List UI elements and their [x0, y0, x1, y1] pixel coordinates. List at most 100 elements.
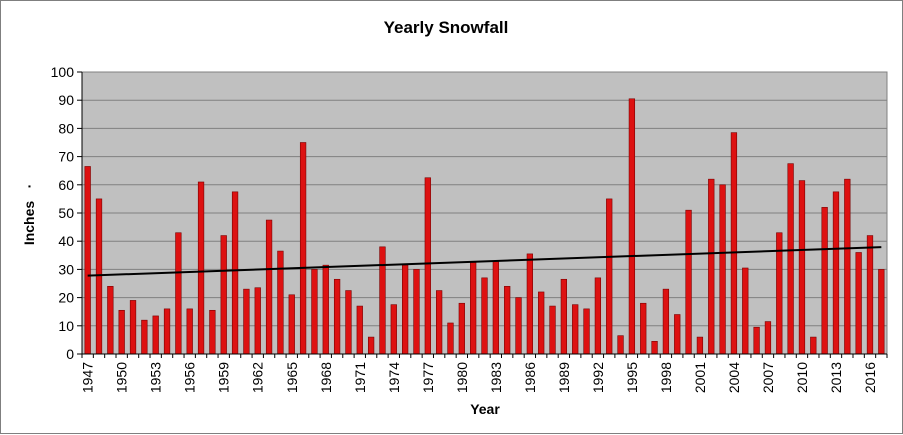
bar-1989: [560, 278, 568, 355]
bar-1997: [651, 341, 658, 355]
bar-2006: [753, 326, 760, 355]
x-tick-label-1983: 1983: [488, 362, 504, 393]
bar-2005: [742, 267, 749, 355]
x-tick-label-1950: 1950: [114, 362, 130, 393]
x-tick-label-1989: 1989: [556, 362, 572, 393]
bar-1979: [447, 322, 454, 355]
bar-1978: [436, 290, 443, 355]
bar-2012: [821, 207, 828, 355]
bar-1980: [458, 302, 465, 355]
bar-1963: [265, 219, 273, 355]
bar-2011: [810, 336, 817, 355]
bar-2014: [844, 178, 851, 355]
plot-area: 0 10 20 30 40 50 60 70 80 90 100 1947 1950 1953 1956 19…: [51, 64, 888, 393]
x-tick-label-1977: 1977: [420, 362, 436, 393]
bar-1983: [492, 260, 499, 355]
bar-2002: [708, 178, 715, 355]
y-tick-label: 30: [58, 261, 74, 277]
bar-1988: [549, 305, 556, 355]
bar-1998: [662, 288, 670, 355]
bar-1967: [311, 269, 318, 355]
bar-1995: [628, 98, 636, 355]
x-tick-label-1998: 1998: [658, 362, 674, 393]
bar-1951: [129, 300, 137, 355]
bar-1947: [84, 166, 91, 355]
bar-2009: [787, 163, 794, 355]
x-tick-label-2007: 2007: [760, 362, 776, 393]
bar-1977: [424, 177, 431, 355]
bar-2015: [855, 252, 862, 355]
x-tick-label-1980: 1980: [454, 362, 470, 393]
bar-1956: [186, 308, 193, 355]
bar-1992: [594, 277, 602, 355]
bar-1994: [617, 335, 624, 355]
x-tick-label-2010: 2010: [794, 362, 810, 393]
x-tick-label-1965: 1965: [284, 362, 300, 393]
bar-1966: [299, 142, 307, 355]
bar-1954: [163, 308, 171, 355]
bar-1976: [413, 269, 420, 355]
bar-2010: [798, 180, 806, 355]
bar-2017: [878, 269, 885, 355]
bar-1968: [322, 264, 329, 355]
bar-1975: [401, 264, 409, 355]
y-tick-label: 0: [66, 346, 74, 362]
bar-1990: [572, 304, 579, 355]
y-tick-label: 40: [58, 233, 74, 249]
x-tick-label-2016: 2016: [862, 362, 878, 393]
bar-1981: [470, 262, 477, 355]
bar-2013: [832, 191, 840, 355]
bar-2001: [696, 336, 704, 355]
bar-1961: [243, 288, 250, 355]
y-tick-label: 70: [58, 149, 74, 165]
y-tick-label: 90: [58, 92, 74, 108]
x-axis-title: Year: [470, 401, 500, 417]
bar-1970: [345, 290, 352, 355]
bar-1969: [333, 278, 341, 355]
x-tick-label-1962: 1962: [250, 362, 266, 393]
bar-1985: [515, 297, 522, 355]
bar-2004: [730, 132, 738, 355]
bar-2007: [764, 321, 772, 355]
bar-1993: [606, 198, 613, 355]
bar-1957: [197, 181, 205, 355]
bar-2000: [685, 209, 692, 355]
bar-1996: [640, 302, 647, 355]
bar-1986: [526, 253, 533, 355]
bar-1948: [95, 198, 103, 355]
chart-title: Yearly Snowfall: [384, 18, 509, 37]
bar-1955: [175, 232, 182, 355]
x-tick-label-1971: 1971: [352, 362, 368, 393]
bar-1971: [356, 305, 363, 355]
y-tick-label: 100: [51, 64, 75, 80]
bar-1987: [538, 291, 545, 355]
y-axis-title: Inches: [21, 201, 37, 246]
trend-line: [87, 246, 882, 277]
x-tick-label-1956: 1956: [182, 362, 198, 393]
y-tick-label: 10: [58, 318, 74, 334]
bar-1999: [674, 314, 681, 355]
x-tick-label-1968: 1968: [318, 362, 334, 393]
bar-1962: [254, 287, 261, 355]
bar-1982: [481, 277, 488, 355]
y-tick-label: 60: [58, 177, 74, 193]
bar-1965: [288, 294, 295, 355]
bar-2003: [719, 184, 726, 355]
bar-2016: [866, 235, 874, 355]
bar-1973: [379, 246, 386, 355]
bar-1984: [504, 286, 511, 355]
x-tick-label-2004: 2004: [726, 362, 742, 393]
bar-1953: [152, 315, 159, 355]
bar-1964: [277, 250, 284, 355]
y-tick-label: 20: [58, 290, 74, 306]
x-tick-label-2013: 2013: [828, 362, 844, 393]
y-tick-label: 80: [58, 120, 74, 136]
x-tick-label-1986: 1986: [522, 362, 538, 393]
bar-1950: [118, 309, 125, 355]
x-tick-label-1947: 1947: [80, 362, 96, 393]
y-axis-marker: ·: [21, 184, 37, 189]
x-tick-label-2001: 2001: [692, 362, 708, 393]
bar-1991: [583, 308, 590, 355]
